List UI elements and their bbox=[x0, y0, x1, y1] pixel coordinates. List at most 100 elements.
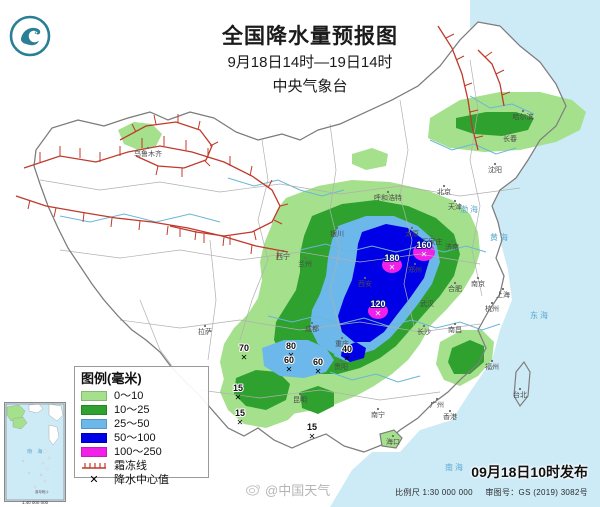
legend-row-3: 50～100 bbox=[81, 431, 202, 445]
legend-title: 图例(毫米) bbox=[81, 371, 142, 386]
city-label: 福州 bbox=[485, 362, 499, 371]
city-dot bbox=[376, 407, 380, 411]
city-dot bbox=[430, 234, 434, 238]
center-value-icon: ✕ bbox=[89, 474, 99, 486]
precip-center-value: 15 bbox=[307, 422, 317, 432]
precip-center-marker: ✕ bbox=[309, 432, 316, 441]
city-label: 海口 bbox=[386, 437, 400, 446]
weibo-handle: @中国天气 bbox=[265, 483, 331, 498]
svg-text:南 海: 南 海 bbox=[27, 448, 44, 455]
city-label: 长春 bbox=[503, 134, 517, 143]
city-dot bbox=[476, 276, 480, 280]
precip-center-value: 70 bbox=[239, 343, 249, 353]
city-dot bbox=[435, 397, 439, 401]
city-dot bbox=[501, 287, 505, 291]
precip-band-100-250 bbox=[368, 243, 435, 319]
city-dot bbox=[386, 190, 390, 194]
weibo-watermark: @中国天气 bbox=[246, 480, 330, 499]
city-dot bbox=[518, 387, 522, 391]
city-dot bbox=[450, 239, 454, 243]
city-dot bbox=[508, 131, 512, 135]
legend-label-3: 50～100 bbox=[114, 432, 156, 444]
release-time: 09月18日10时发布 bbox=[471, 464, 588, 480]
city-dot bbox=[340, 336, 344, 340]
city-label: 石家庄 bbox=[422, 237, 443, 246]
province-borders bbox=[39, 59, 521, 401]
sea-label: 渤海 bbox=[460, 204, 480, 214]
scale-and-approval: 比例尺 1:30 000 000 审图号：GS (2019) 3082号 bbox=[395, 487, 588, 498]
legend-label-1: 10～25 bbox=[114, 404, 150, 416]
city-label: 昆明 bbox=[293, 396, 307, 404]
precip-center-value: 180 bbox=[384, 253, 399, 263]
city-label: 太原 bbox=[405, 229, 419, 238]
city-label: 香港 bbox=[443, 412, 457, 421]
city-label: 台北 bbox=[513, 390, 527, 399]
precip-center-value: 40 bbox=[342, 344, 352, 354]
city-dot bbox=[410, 226, 414, 230]
city-label: 南京 bbox=[471, 279, 485, 288]
legend-swatch-4 bbox=[81, 447, 107, 457]
precip-center-marker: ✕ bbox=[235, 393, 242, 402]
title-block: 全国降水量预报图 9月18日14时—19日14时 中央气象台 bbox=[150, 24, 470, 98]
sea-label: 黄海 bbox=[490, 232, 510, 242]
city-dot bbox=[339, 359, 343, 363]
city-label: 杭州 bbox=[485, 304, 499, 313]
frost-line-label: 霜冻线 bbox=[114, 460, 147, 472]
city-label: 西安 bbox=[358, 279, 372, 288]
city-dot bbox=[442, 184, 446, 188]
precip-center-values-group: 160✕180✕120✕70✕80✕60✕60✕40✕15✕15✕ 15✕ bbox=[232, 239, 433, 441]
city-dot bbox=[335, 226, 339, 230]
south-china-sea-inset: 南 海 曾母暗沙 bbox=[4, 402, 66, 502]
legend-row-0: 0～10 bbox=[81, 389, 202, 403]
precip-center-value: 15 bbox=[235, 408, 245, 418]
precip-center-marker: ✕ bbox=[286, 365, 293, 374]
city-label: 武汉 bbox=[420, 299, 434, 308]
city-dot bbox=[391, 434, 395, 438]
city-label: 广州 bbox=[430, 400, 444, 409]
precip-center-marker: ✕ bbox=[241, 353, 248, 362]
page-title: 全国降水量预报图 bbox=[222, 25, 398, 48]
city-dot bbox=[490, 359, 494, 363]
city-label: 南宁 bbox=[371, 410, 385, 419]
city-dot bbox=[310, 321, 314, 325]
city-label: 成都 bbox=[305, 324, 319, 333]
legend-swatch-3 bbox=[81, 433, 107, 443]
precip-center-value: 60 bbox=[313, 357, 323, 367]
legend-label-2: 25～50 bbox=[114, 418, 150, 430]
city-dot bbox=[490, 301, 494, 305]
frost-line-icon bbox=[81, 461, 107, 471]
legend-row-1: 10～25 bbox=[81, 403, 202, 417]
precip-center-marker: ✕ bbox=[315, 367, 322, 376]
precip-center-value: 15 bbox=[233, 383, 243, 393]
city-label: 济南 bbox=[445, 242, 459, 251]
city-dot bbox=[146, 146, 150, 150]
map-scale: 比例尺 1:30 000 000 bbox=[395, 488, 473, 497]
legend-row-4: 100～250 bbox=[81, 445, 202, 459]
inset-scale-label: 1:40 000 000 bbox=[21, 500, 49, 505]
legend-box: 图例(毫米) 0～10 10～25 25～50 50～100 100～250 霜冻线 ✕… bbox=[74, 366, 209, 486]
city-dot bbox=[203, 324, 207, 328]
city-label: 天津 bbox=[448, 203, 462, 211]
precip-center-marker: ✕ bbox=[237, 418, 244, 427]
city-label: 哈尔滨 bbox=[513, 112, 534, 121]
city-dot bbox=[521, 109, 525, 113]
legend-row-frost-line: 霜冻线 bbox=[81, 459, 202, 473]
sea-label: 南海 bbox=[445, 462, 465, 472]
city-label: 北京 bbox=[437, 187, 451, 196]
precip-band-50-100 bbox=[338, 224, 430, 362]
city-label: 沈阳 bbox=[488, 165, 502, 174]
city-label: 长沙 bbox=[417, 327, 431, 336]
weibo-icon bbox=[246, 483, 261, 496]
precip-center-value: 60 bbox=[284, 355, 294, 365]
city-dot bbox=[281, 249, 285, 253]
legend-label-0: 0～10 bbox=[114, 390, 144, 402]
city-dot bbox=[448, 409, 452, 413]
city-dot bbox=[413, 262, 417, 266]
city-label: 西宁 bbox=[276, 252, 290, 261]
city-label: 贵阳 bbox=[334, 362, 348, 371]
city-dot bbox=[453, 281, 457, 285]
